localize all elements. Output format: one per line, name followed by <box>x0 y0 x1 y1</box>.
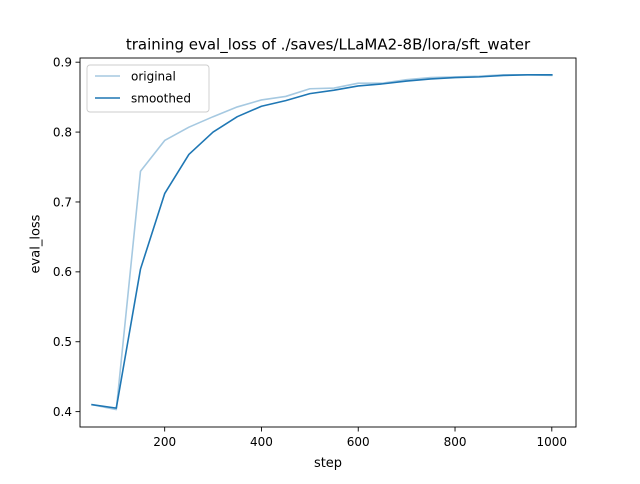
legend-label-smoothed: smoothed <box>131 91 191 105</box>
y-tick-label: 0.6 <box>53 265 72 279</box>
series-line-smoothed <box>91 73 553 409</box>
x-tick-label: 200 <box>153 435 176 449</box>
series-line-original <box>91 73 553 411</box>
plot-area: 200 400 600 800 1000 0.4 0.5 0.6 0.7 0.8 0.9 origin… <box>53 55 577 449</box>
y-tick-label: 0.7 <box>53 195 72 209</box>
x-axis-label: step <box>314 456 342 471</box>
y-tick-label: 0.9 <box>53 55 72 69</box>
x-tick-label: 1000 <box>537 435 568 449</box>
chart-title: training eval_loss of ./saves/LLaMA2-8B/… <box>126 36 531 55</box>
y-axis-label: eval_loss <box>29 214 44 273</box>
axes-frame <box>79 57 577 428</box>
legend-label-original: original <box>131 69 176 83</box>
y-tick-label: 0.8 <box>53 125 72 139</box>
y-tick-label: 0.4 <box>53 405 72 419</box>
x-tick-label: 600 <box>347 435 370 449</box>
x-tick-label: 400 <box>250 435 273 449</box>
x-tick-label: 800 <box>444 435 467 449</box>
y-tick-label: 0.5 <box>53 335 72 349</box>
